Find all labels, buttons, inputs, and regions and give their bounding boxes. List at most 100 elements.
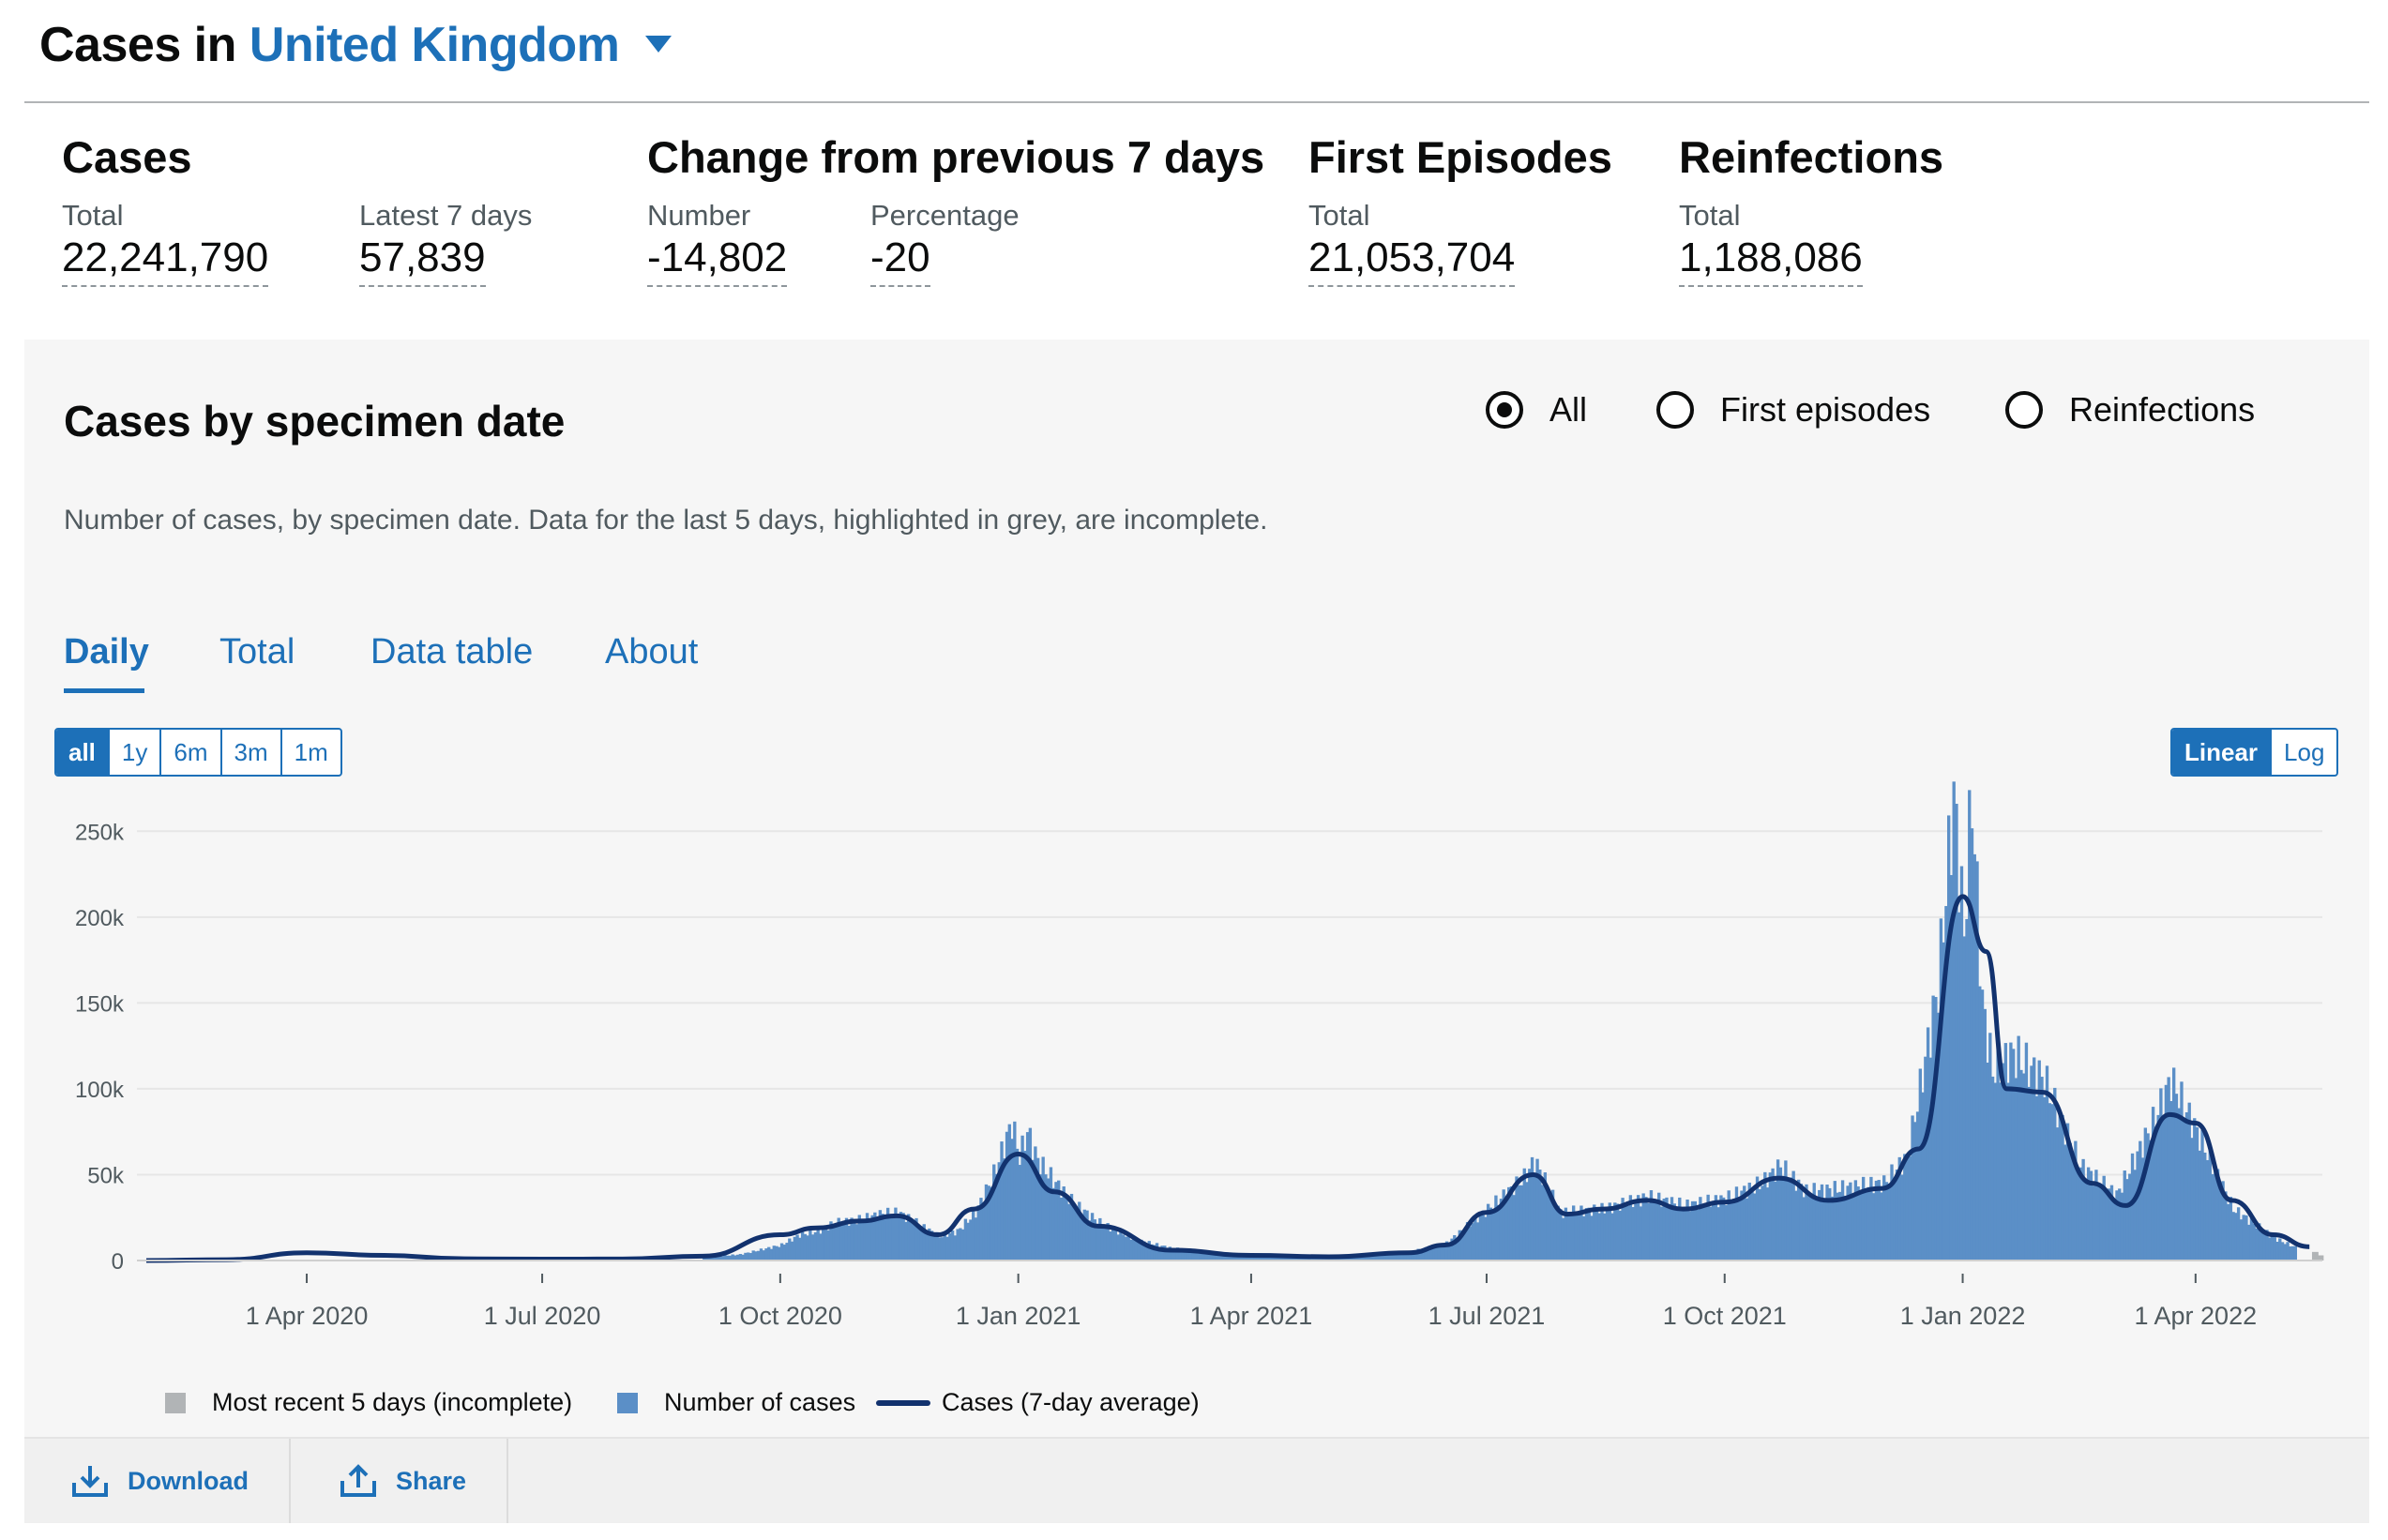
case-bar[interactable] (960, 1229, 965, 1261)
case-bar[interactable] (1743, 1185, 1746, 1261)
case-bar[interactable] (2033, 1057, 2036, 1261)
case-bar[interactable] (790, 1241, 794, 1261)
case-bar[interactable] (1980, 989, 1985, 1261)
case-bar[interactable] (1518, 1185, 1521, 1261)
case-bar[interactable] (1160, 1246, 1164, 1261)
case-bar[interactable] (1380, 1252, 1384, 1261)
case-bar[interactable] (1584, 1208, 1589, 1261)
case-bar[interactable] (2003, 1043, 2008, 1261)
case-bar[interactable] (1887, 1184, 1891, 1261)
case-bar[interactable] (1768, 1172, 1773, 1261)
case-bar[interactable] (1157, 1246, 1161, 1261)
range-button-1y[interactable]: 1y (110, 730, 162, 775)
case-bar[interactable] (1549, 1195, 1552, 1261)
case-bar[interactable] (1113, 1229, 1118, 1261)
case-bar[interactable] (1533, 1172, 1536, 1261)
case-bar[interactable] (2200, 1129, 2204, 1261)
case-bar[interactable] (891, 1214, 895, 1261)
case-bar[interactable] (1538, 1170, 1542, 1261)
case-bar[interactable] (2280, 1242, 2285, 1261)
case-bar[interactable] (1561, 1217, 1565, 1261)
case-bar[interactable] (850, 1217, 854, 1261)
case-bar[interactable] (1372, 1253, 1376, 1261)
case-bar[interactable] (2278, 1238, 2282, 1261)
case-bar[interactable] (1413, 1251, 1418, 1261)
case-bar[interactable] (1272, 1256, 1276, 1261)
case-bar[interactable] (1893, 1179, 1897, 1261)
case-bar[interactable] (1165, 1248, 1170, 1261)
case-bar[interactable] (2078, 1167, 2083, 1261)
case-bar[interactable] (1822, 1198, 1826, 1261)
case-bar[interactable] (870, 1215, 874, 1261)
case-bar[interactable] (1621, 1198, 1625, 1261)
case-bar[interactable] (1440, 1245, 1443, 1261)
case-bar[interactable] (1409, 1250, 1413, 1261)
case-bar[interactable] (1191, 1249, 1195, 1261)
case-bar[interactable] (2177, 1108, 2181, 1261)
case-bar[interactable] (1458, 1230, 1461, 1261)
case-bar[interactable] (1453, 1234, 1457, 1261)
case-bar[interactable] (1802, 1197, 1806, 1261)
case-bar[interactable] (2265, 1230, 2269, 1261)
case-bar[interactable] (1900, 1174, 1904, 1261)
case-bar[interactable] (1010, 1139, 1014, 1261)
case-bar[interactable] (1924, 1056, 1927, 1261)
case-bar[interactable] (1636, 1195, 1640, 1261)
case-bar[interactable] (979, 1198, 983, 1261)
case-bar[interactable] (1499, 1199, 1504, 1261)
case-bar[interactable] (1502, 1189, 1505, 1261)
case-bar[interactable] (2273, 1237, 2276, 1261)
case-bar[interactable] (987, 1185, 990, 1261)
case-bar[interactable] (1023, 1151, 1027, 1261)
case-bar[interactable] (994, 1173, 999, 1261)
case-bar[interactable] (1978, 986, 1982, 1261)
case-bar[interactable] (1797, 1179, 1801, 1261)
case-bar[interactable] (1509, 1186, 1514, 1261)
case-bar[interactable] (945, 1236, 949, 1261)
case-bar[interactable] (1212, 1251, 1216, 1261)
case-bar[interactable] (2045, 1065, 2049, 1261)
case-bar[interactable] (826, 1230, 830, 1261)
case-bar[interactable] (1781, 1175, 1785, 1261)
case-bar[interactable] (1706, 1194, 1710, 1261)
case-bar[interactable] (1215, 1253, 1218, 1261)
case-bar[interactable] (1911, 1115, 1914, 1261)
case-bar[interactable] (930, 1230, 934, 1261)
case-bar[interactable] (1693, 1200, 1698, 1261)
case-bar[interactable] (1915, 1111, 1920, 1261)
case-bar[interactable] (1807, 1193, 1811, 1261)
case-bar[interactable] (2102, 1175, 2106, 1261)
case-bar[interactable] (2231, 1212, 2235, 1261)
case-bar[interactable] (1072, 1207, 1076, 1261)
range-button-6m[interactable]: 6m (161, 730, 222, 775)
case-bar[interactable] (1484, 1216, 1488, 1261)
case-bar[interactable] (1406, 1253, 1410, 1261)
scale-button-log[interactable]: Log (2284, 738, 2325, 766)
case-bar[interactable] (1284, 1256, 1289, 1261)
case-bar[interactable] (1884, 1182, 1889, 1261)
case-bar[interactable] (2205, 1159, 2210, 1261)
case-bar[interactable] (1025, 1132, 1030, 1261)
case-bar[interactable] (2120, 1192, 2124, 1261)
case-bar[interactable] (1641, 1193, 1645, 1261)
case-bar[interactable] (1755, 1176, 1760, 1261)
case-bar[interactable] (1069, 1193, 1074, 1261)
case-bar[interactable] (839, 1225, 843, 1261)
case-bar[interactable] (917, 1227, 921, 1261)
case-bar[interactable] (1690, 1200, 1695, 1261)
case-bar[interactable] (800, 1231, 805, 1261)
case-bar[interactable] (2208, 1147, 2212, 1261)
case-bar[interactable] (1853, 1180, 1858, 1261)
radio-empty-icon[interactable] (2005, 391, 2043, 429)
case-bar[interactable] (1444, 1241, 1449, 1261)
case-bar[interactable] (834, 1225, 839, 1261)
case-bar[interactable] (1209, 1251, 1214, 1261)
case-bar[interactable] (2255, 1228, 2259, 1261)
case-bar[interactable] (2048, 1103, 2051, 1261)
case-bar[interactable] (1080, 1215, 1084, 1261)
case-bar[interactable] (1711, 1200, 1715, 1261)
case-bar[interactable] (1975, 861, 1979, 1261)
case-bar[interactable] (1422, 1248, 1426, 1261)
case-bar[interactable] (1732, 1199, 1736, 1261)
case-bar[interactable] (943, 1231, 947, 1261)
